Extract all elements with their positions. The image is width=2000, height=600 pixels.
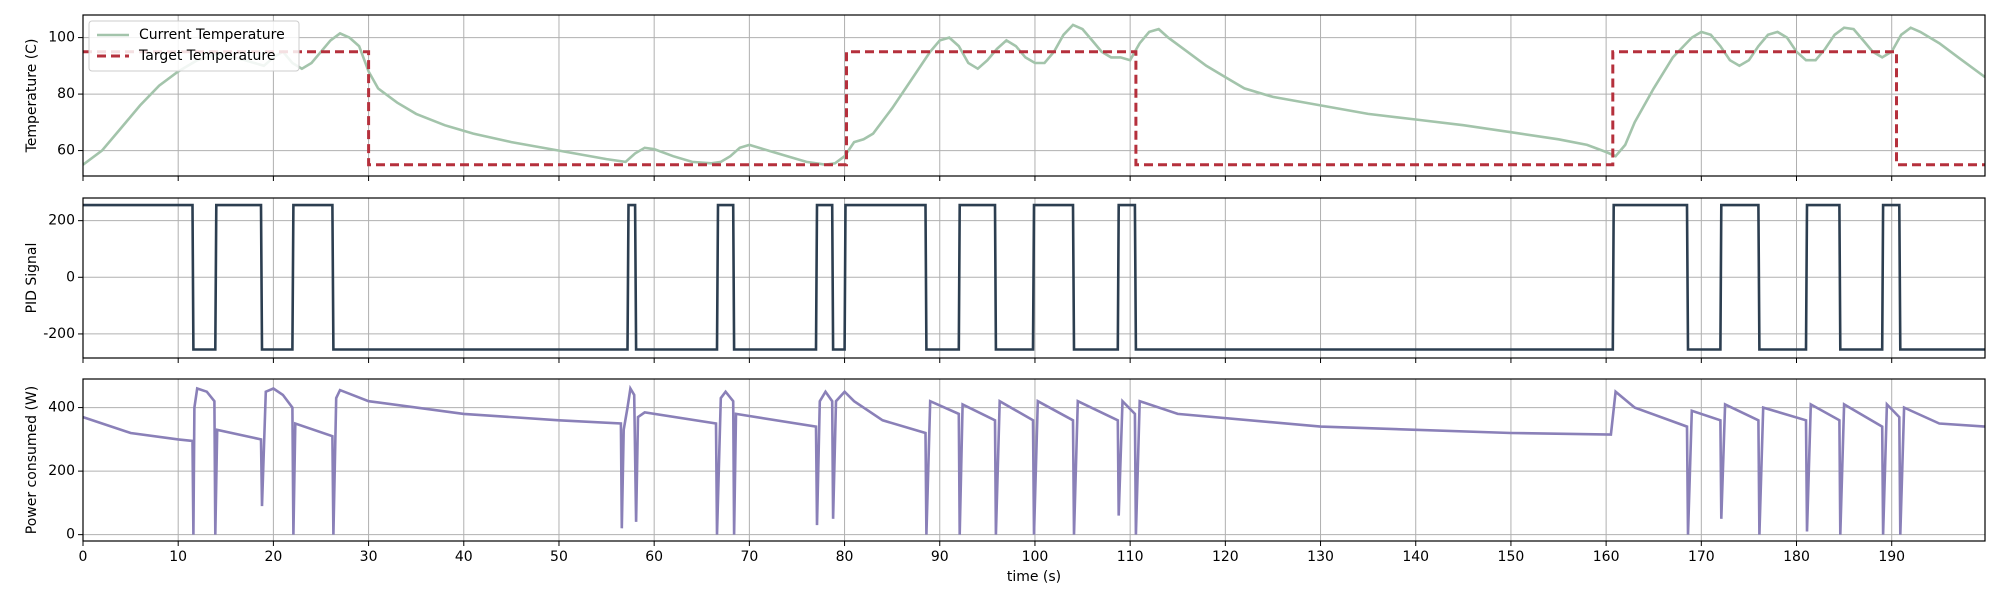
x-tick-label: 20 bbox=[264, 549, 282, 565]
plot-frame bbox=[82, 14, 1986, 177]
plot-frame bbox=[82, 197, 1986, 359]
y-tick-label: 0 bbox=[66, 527, 75, 543]
y-tick-label: 100 bbox=[48, 30, 75, 46]
legend-label: Current Temperature bbox=[139, 27, 285, 43]
y-tick-label: 0 bbox=[66, 269, 75, 285]
line bbox=[83, 50, 1985, 167]
x-tick-label: 70 bbox=[740, 549, 758, 565]
y-tick-label: 400 bbox=[48, 400, 75, 416]
y-tick-label: 60 bbox=[57, 143, 75, 159]
x-tick-label: 150 bbox=[1498, 549, 1525, 565]
y-tick-label: 200 bbox=[48, 463, 75, 479]
x-tick-label: 160 bbox=[1593, 549, 1620, 565]
y-tick-label: 200 bbox=[48, 213, 75, 229]
x-tick-label: 30 bbox=[360, 549, 378, 565]
line bbox=[83, 384, 1985, 535]
y-tick-label: 80 bbox=[57, 86, 75, 102]
x-tick-label: 10 bbox=[169, 549, 187, 565]
x-tick-label: 110 bbox=[1117, 549, 1144, 565]
legend-box bbox=[88, 20, 300, 72]
y-axis-label: PID Signal bbox=[24, 243, 40, 314]
x-tick-label: 50 bbox=[550, 549, 568, 565]
line bbox=[83, 203, 1985, 351]
x-tick-label: 100 bbox=[1022, 549, 1049, 565]
y-axis-label: Power consumed (W) bbox=[24, 386, 40, 534]
x-tick-label: 190 bbox=[1878, 549, 1905, 565]
x-tick-label: 180 bbox=[1783, 549, 1810, 565]
x-tick-label: 130 bbox=[1307, 549, 1334, 565]
x-tick-label: 90 bbox=[931, 549, 949, 565]
y-tick-label: -200 bbox=[43, 326, 75, 342]
x-tick-label: 40 bbox=[455, 549, 473, 565]
x-tick-label: 0 bbox=[79, 549, 88, 565]
x-tick-label: 140 bbox=[1402, 549, 1429, 565]
x-tick-label: 170 bbox=[1688, 549, 1715, 565]
x-axis-label: time (s) bbox=[1007, 569, 1061, 585]
x-tick-label: 80 bbox=[836, 549, 854, 565]
legend-label: Target Temperature bbox=[138, 48, 275, 64]
x-tick-label: 120 bbox=[1212, 549, 1239, 565]
plot-frame bbox=[82, 378, 1986, 542]
y-axis-label: Temperature (C) bbox=[24, 39, 40, 154]
x-tick-label: 60 bbox=[645, 549, 663, 565]
